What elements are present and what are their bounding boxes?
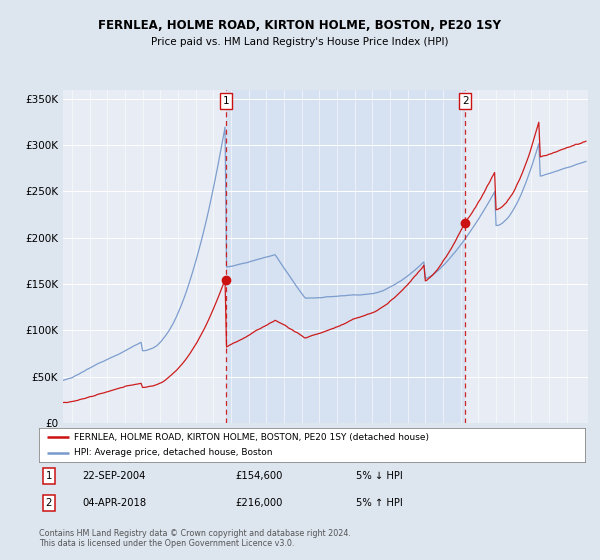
Bar <box>226 90 465 423</box>
Text: HPI: Average price, detached house, Boston: HPI: Average price, detached house, Bost… <box>74 449 273 458</box>
Text: £216,000: £216,000 <box>236 498 283 508</box>
Text: Contains HM Land Registry data © Crown copyright and database right 2024.
This d: Contains HM Land Registry data © Crown c… <box>39 529 351 548</box>
Text: £154,600: £154,600 <box>236 471 283 481</box>
Text: 1: 1 <box>223 96 229 106</box>
Text: 5% ↑ HPI: 5% ↑ HPI <box>356 498 403 508</box>
Text: 5% ↓ HPI: 5% ↓ HPI <box>356 471 403 481</box>
Text: 2: 2 <box>462 96 469 106</box>
Text: Price paid vs. HM Land Registry's House Price Index (HPI): Price paid vs. HM Land Registry's House … <box>151 37 449 47</box>
Text: 04-APR-2018: 04-APR-2018 <box>83 498 147 508</box>
Text: 1: 1 <box>46 471 52 481</box>
Text: 2: 2 <box>46 498 52 508</box>
Text: FERNLEA, HOLME ROAD, KIRTON HOLME, BOSTON, PE20 1SY: FERNLEA, HOLME ROAD, KIRTON HOLME, BOSTO… <box>98 18 502 32</box>
Text: FERNLEA, HOLME ROAD, KIRTON HOLME, BOSTON, PE20 1SY (detached house): FERNLEA, HOLME ROAD, KIRTON HOLME, BOSTO… <box>74 433 430 442</box>
Text: 22-SEP-2004: 22-SEP-2004 <box>83 471 146 481</box>
